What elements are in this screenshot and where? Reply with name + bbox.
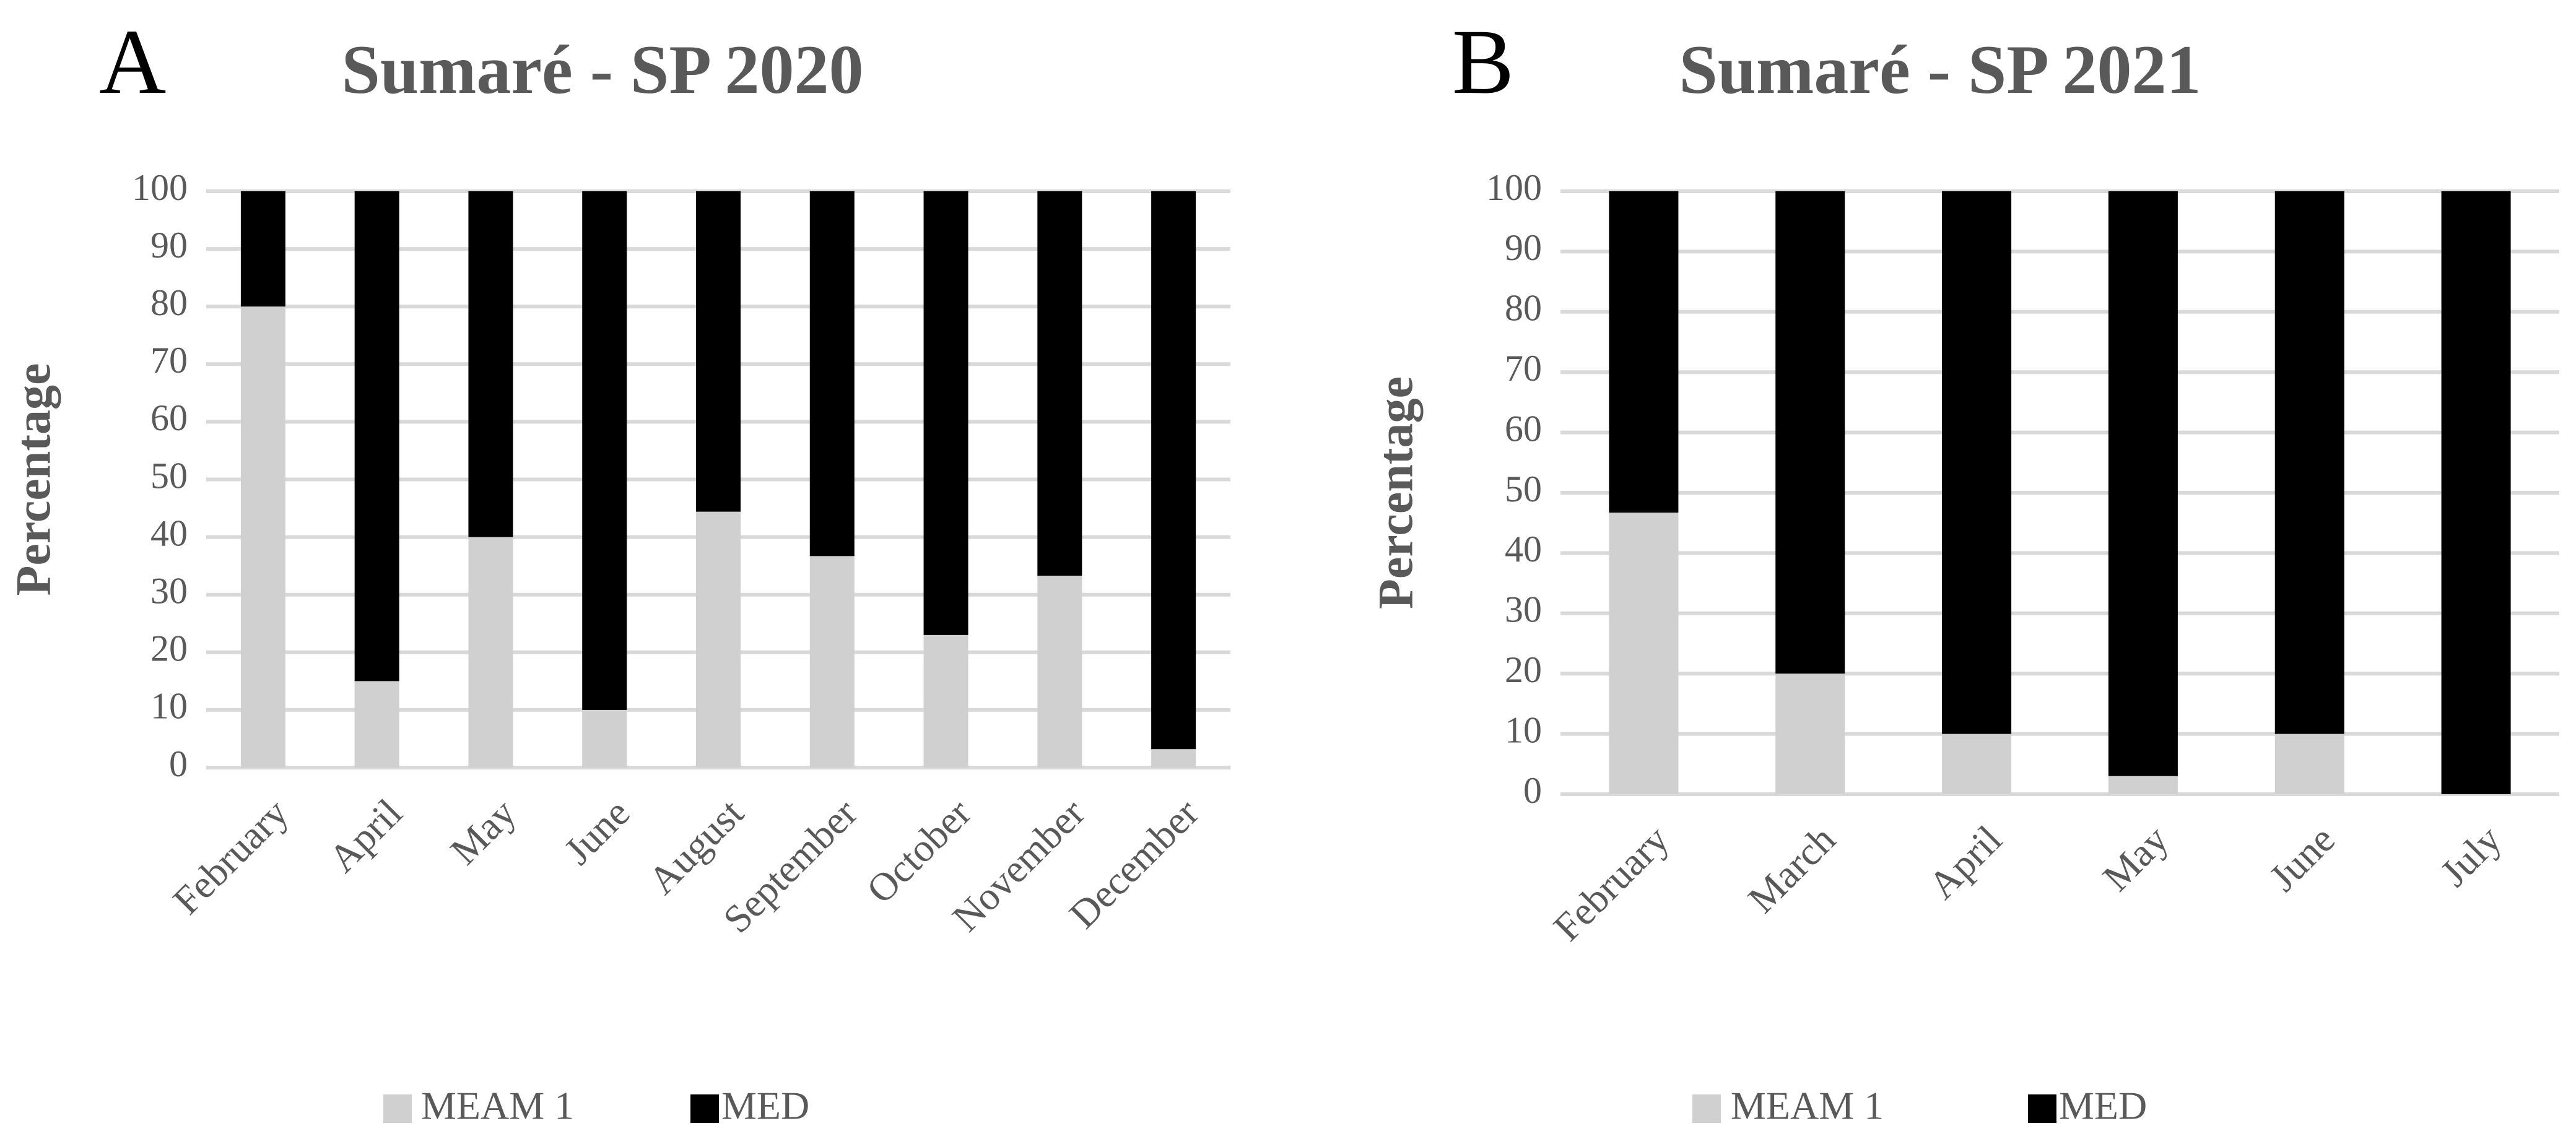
legend-swatch-meam-1 — [383, 1094, 412, 1123]
bar-med — [240, 191, 285, 307]
y-tick-label: 90 — [1505, 227, 1542, 268]
y-tick-label: 10 — [1505, 709, 1542, 750]
x-tick-label: April — [320, 790, 411, 881]
y-tick-label: 50 — [1505, 469, 1542, 509]
bar-meam-1 — [1151, 749, 1196, 768]
y-tick-label: 70 — [150, 340, 188, 381]
bar-meam-1 — [809, 556, 855, 768]
y-tick-label: 50 — [150, 455, 188, 496]
y-tick-label: 80 — [1505, 288, 1542, 329]
bar-med — [2108, 191, 2178, 776]
y-tick-label: 60 — [150, 397, 188, 438]
x-tick-label: June — [555, 790, 638, 873]
y-tick-label: 100 — [1486, 167, 1542, 208]
x-tick-label: February — [164, 790, 297, 923]
x-tick-label: July — [2432, 817, 2510, 895]
bar-meam-1 — [696, 511, 741, 768]
y-tick-label: 0 — [169, 743, 188, 784]
bar-meam-1 — [923, 634, 968, 768]
bar-meam-1 — [354, 681, 399, 768]
chart-title: Sumaré - SP 2021 — [1679, 32, 2201, 108]
x-tick-label: February — [1545, 817, 1677, 950]
legend-swatch-med — [2028, 1094, 2056, 1123]
legend-label: MEAM 1 — [421, 1084, 574, 1128]
chart-panel-b: B Sumaré - SP 2021 Percentage 0 10 20 30 40 50 60… — [1368, 11, 2559, 1128]
bar-med — [468, 191, 513, 537]
legend-label: MEAM 1 — [1731, 1084, 1884, 1128]
y-axis-title: Percentage — [1368, 376, 1423, 609]
bar-med — [1037, 191, 1082, 576]
bar-meam-1 — [1775, 673, 1845, 794]
chart-title: Sumaré - SP 2020 — [341, 32, 863, 108]
y-tick-label: 20 — [150, 628, 188, 669]
y-tick-label: 100 — [132, 167, 188, 208]
bar-meam-1 — [2274, 734, 2344, 794]
y-tick-label: 0 — [1523, 770, 1542, 811]
x-tick-label: August — [640, 790, 752, 903]
x-tick-label: June — [2261, 817, 2343, 899]
y-tick-label: 20 — [1505, 649, 1542, 690]
legend-swatch-meam-1 — [1692, 1094, 1721, 1123]
x-tick-label: April — [1920, 817, 2010, 907]
panel-label: B — [1452, 11, 1514, 113]
bar-meam-1 — [2108, 776, 2178, 794]
bar-meam-1 — [468, 537, 513, 768]
legend-label: MED — [2059, 1084, 2147, 1128]
bar-med — [696, 191, 741, 512]
bar-med — [1775, 191, 1845, 674]
bar-med — [1942, 191, 2012, 734]
bar-meam-1 — [1942, 734, 2012, 794]
y-tick-label: 30 — [150, 570, 188, 611]
bar-meam-1 — [1609, 513, 1679, 794]
x-tick-label: March — [1739, 817, 1843, 921]
bar-med — [2441, 191, 2511, 794]
bar-med — [809, 191, 855, 557]
y-tick-label: 40 — [1505, 529, 1542, 570]
bar-med — [582, 191, 627, 710]
y-axis-title: Percentage — [6, 363, 61, 595]
bar-meam-1 — [582, 709, 627, 768]
y-tick-label: 40 — [150, 513, 188, 553]
y-tick-label: 70 — [1505, 348, 1542, 389]
chart-panel-a: A Sumaré - SP 2020 Percentage 0 10 20 30 40 50 60… — [6, 11, 1230, 1128]
y-tick-label: 30 — [1505, 589, 1542, 630]
y-tick-label: 60 — [1505, 408, 1542, 449]
panel-label: A — [99, 11, 166, 113]
bar-meam-1 — [240, 306, 285, 768]
bar-med — [2274, 191, 2344, 734]
y-tick-label: 90 — [150, 225, 188, 266]
bar-med — [923, 191, 968, 635]
bar-med — [1151, 191, 1196, 750]
x-tick-label: May — [442, 790, 524, 873]
bar-meam-1 — [1037, 575, 1082, 768]
y-tick-label: 80 — [150, 282, 188, 323]
bar-med — [1609, 191, 1679, 513]
legend-swatch-med — [690, 1094, 719, 1123]
legend-label: MED — [721, 1084, 809, 1128]
x-tick-label: May — [2094, 817, 2177, 899]
y-tick-label: 10 — [150, 686, 188, 727]
bar-med — [354, 191, 399, 682]
